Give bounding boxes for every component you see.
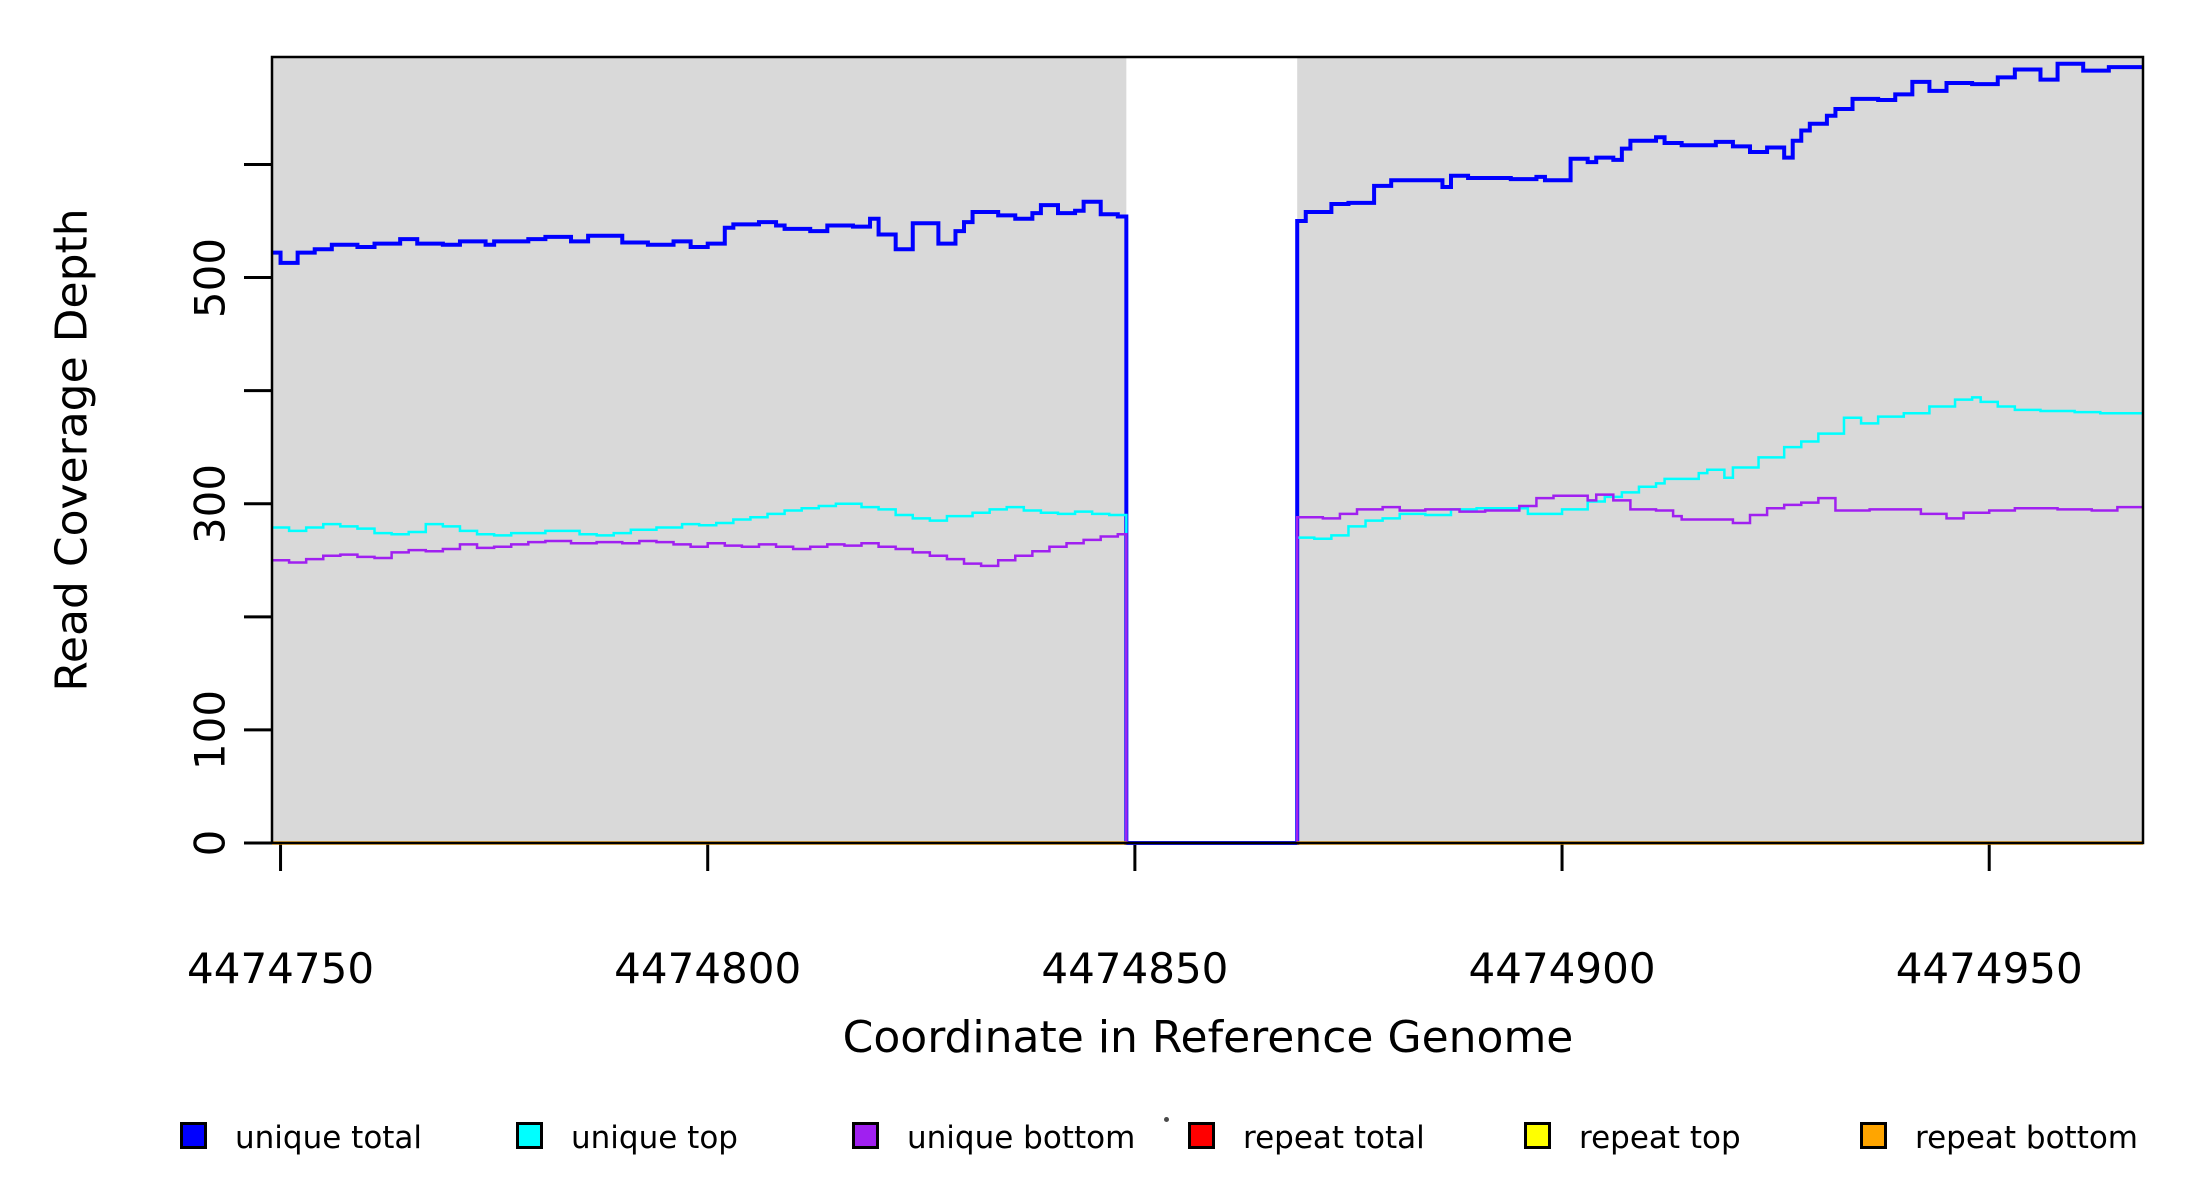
y-tick-label: 500 [185, 237, 235, 318]
x-tick-label: 4474950 [1895, 944, 2083, 993]
legend-swatch-icon [180, 1122, 207, 1149]
legend-label: unique total [235, 1120, 423, 1156]
y-tick-label: 300 [185, 463, 235, 544]
x-axis-title: Coordinate in Reference Genome [842, 1012, 1574, 1063]
series-unique-bottom [272, 493, 2143, 845]
stray-dot [1164, 1117, 1169, 1122]
plot-background-right [1297, 57, 2143, 843]
legend-label: repeat total [1243, 1120, 1425, 1156]
legend-label: unique bottom [907, 1120, 1136, 1156]
plot-background-left [272, 57, 1127, 843]
legend-label: repeat bottom [1915, 1120, 2139, 1156]
legend-swatch-icon [1860, 1122, 1887, 1149]
legend-swatch-icon [1524, 1122, 1551, 1149]
legend-label: repeat top [1579, 1120, 1741, 1156]
x-tick-label: 4474800 [614, 944, 802, 993]
legend-swatch-icon [852, 1122, 879, 1149]
plot-frame [270, 55, 2145, 845]
x-tick-label: 4474850 [1041, 944, 1229, 993]
legend-label: unique top [571, 1120, 738, 1156]
y-tick-label: 0 [185, 829, 235, 857]
series-unique-top [272, 396, 2143, 845]
x-tick-label: 4474900 [1468, 944, 1656, 993]
legend-swatch-icon [516, 1122, 543, 1149]
x-tick-label: 4474750 [187, 944, 375, 993]
series-unique-total [272, 61, 2143, 845]
y-tick-label: 100 [185, 689, 235, 770]
legend-swatch-icon [1188, 1122, 1215, 1149]
y-axis-title: Read Coverage Depth [46, 208, 98, 692]
